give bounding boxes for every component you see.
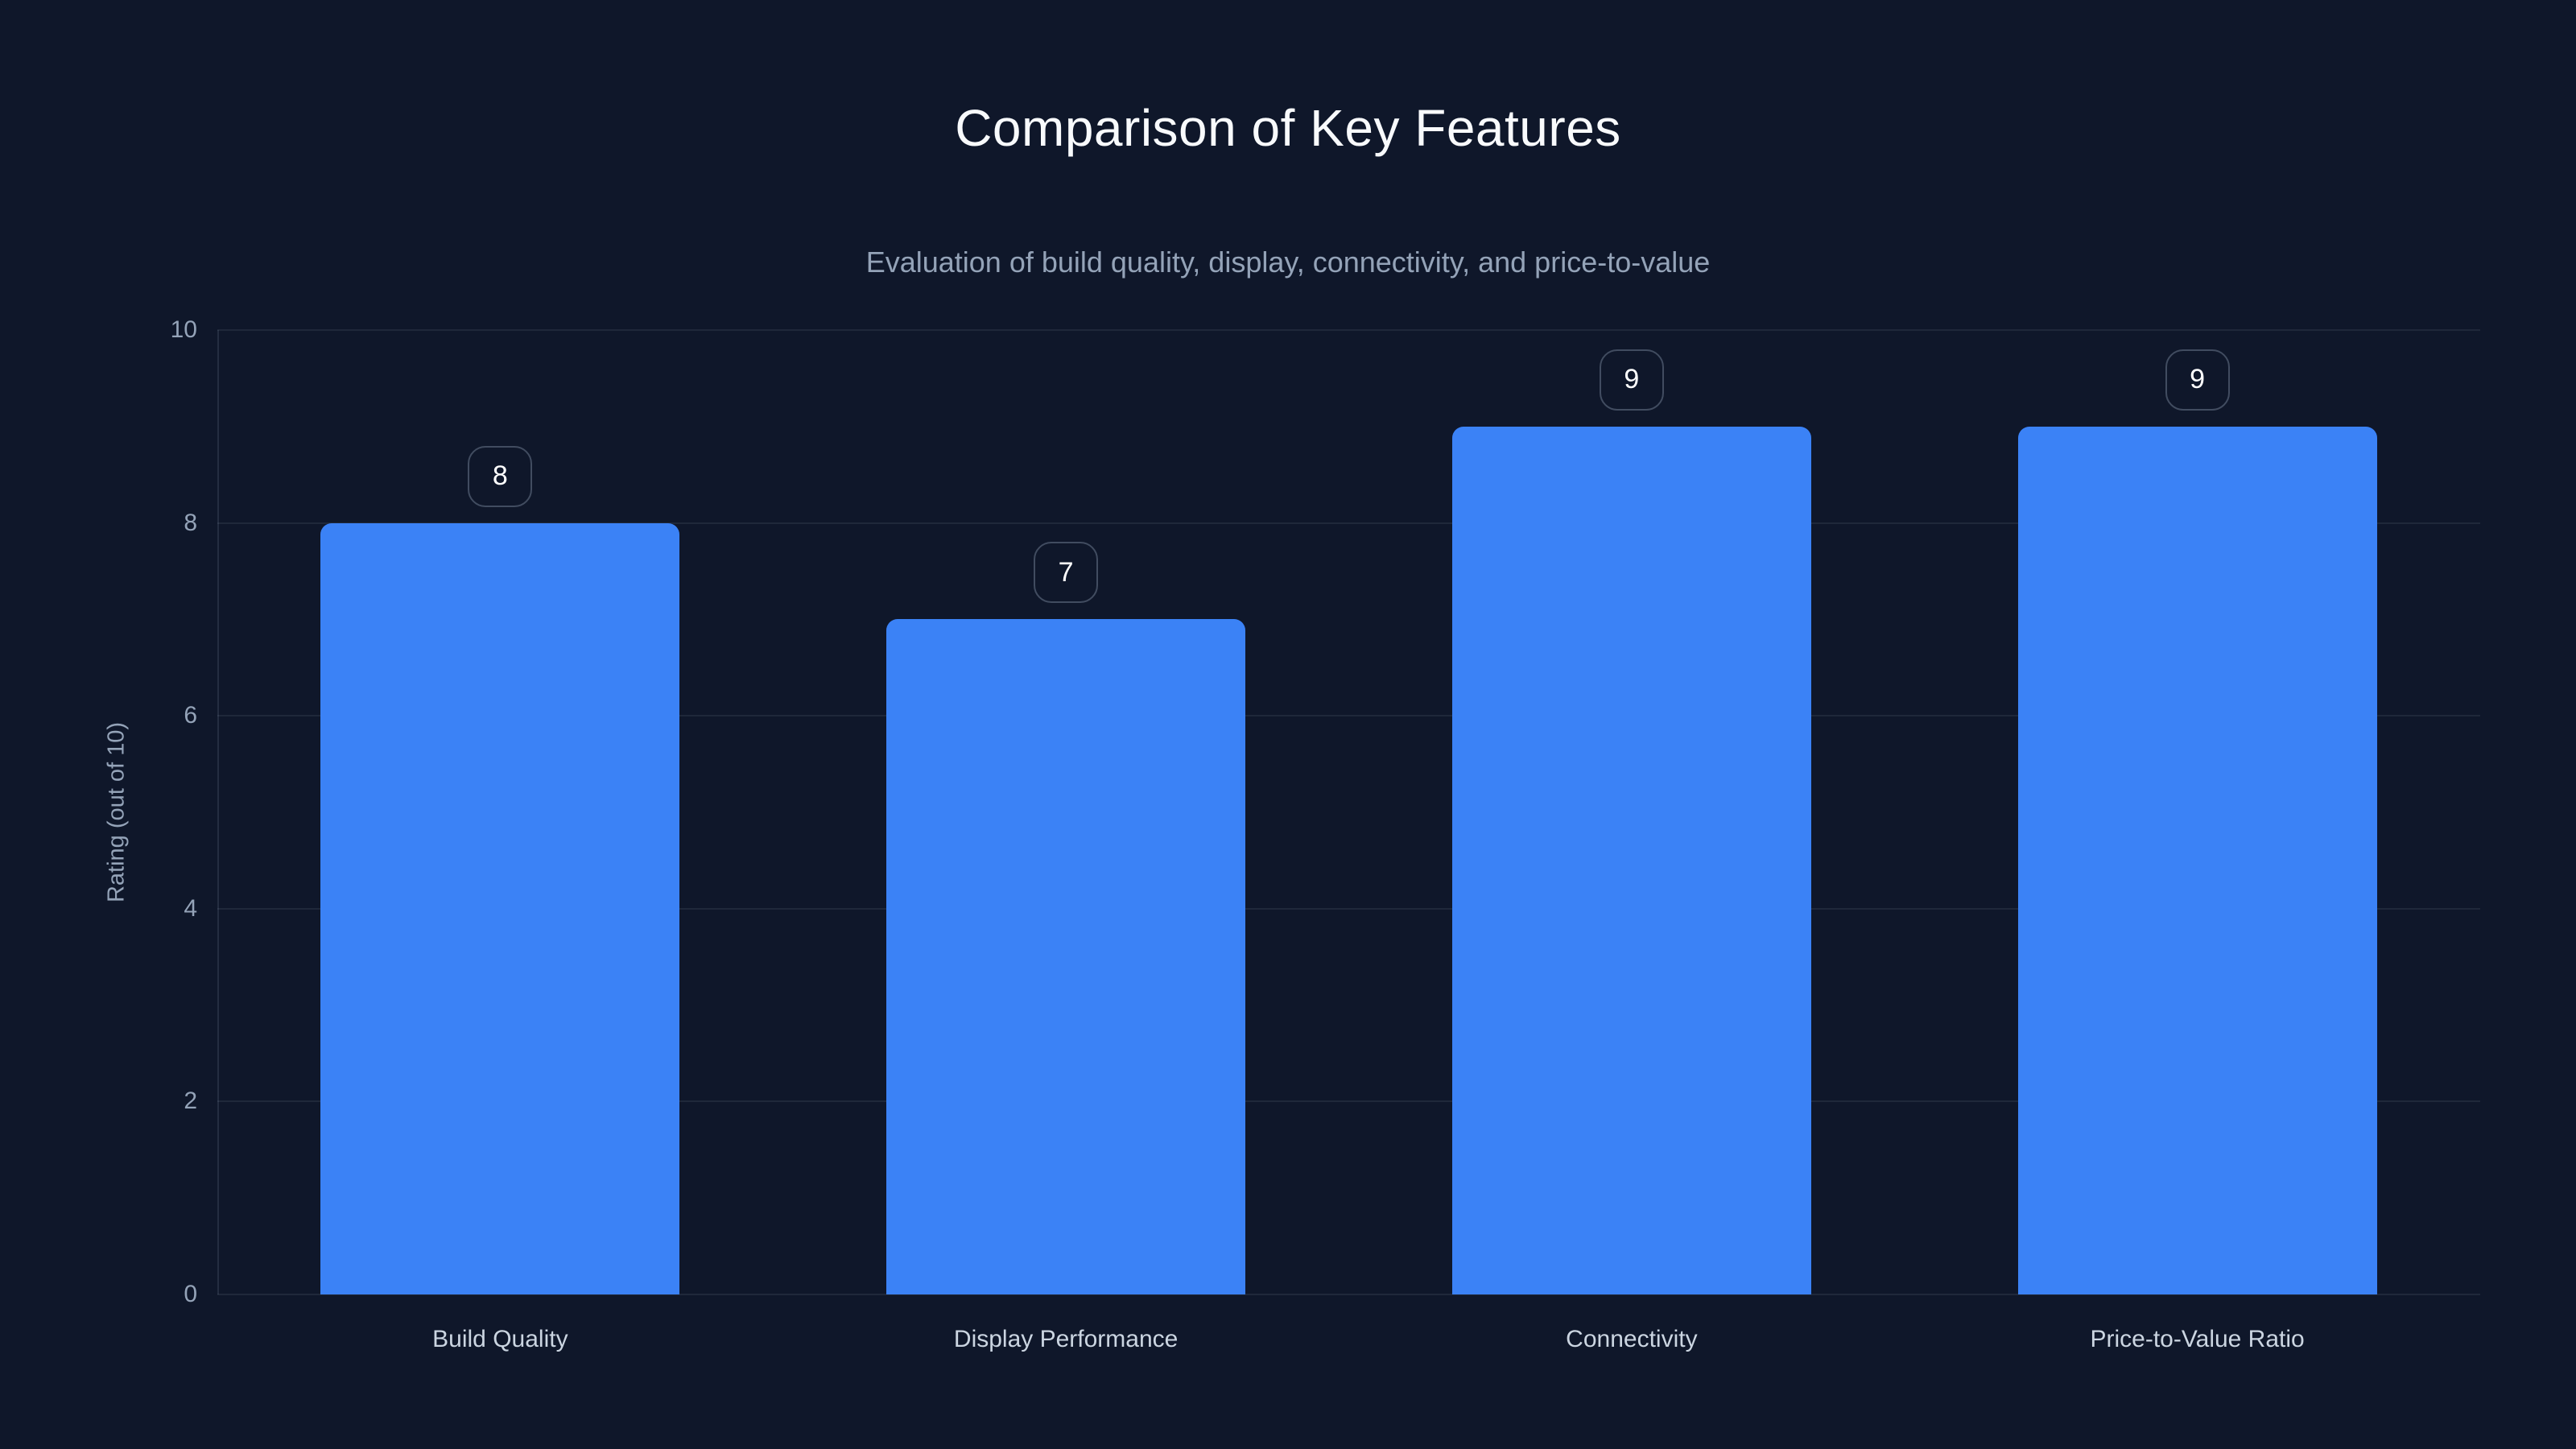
y-tick-label-8: 8	[184, 509, 197, 536]
bar-0[interactable]	[320, 522, 680, 1294]
y-axis-line	[217, 330, 219, 1294]
gridline-y-4	[217, 907, 2480, 910]
bar-1[interactable]	[886, 619, 1246, 1294]
plot-area	[217, 329, 2480, 1295]
x-category-label-1: Display Performance	[953, 1326, 1179, 1352]
value-badge-1: 7	[1034, 542, 1099, 604]
y-tick-label-4: 4	[184, 894, 197, 922]
x-category-label-2: Connectivity	[1566, 1326, 1698, 1352]
gridline-y-10	[217, 329, 2480, 331]
gridline-y-6	[217, 715, 2480, 717]
y-tick-label-0: 0	[184, 1281, 197, 1307]
gridline-y-0	[217, 1294, 2480, 1295]
y-tick-label-2: 2	[184, 1088, 197, 1115]
y-tick-label-10: 10	[170, 316, 197, 343]
x-category-label-0: Build Quality	[432, 1326, 568, 1352]
x-category-label-3: Price-to-Value Ratio	[2090, 1326, 2305, 1352]
bar-3[interactable]	[2017, 426, 2377, 1294]
chart-title: Comparison of Key Features	[955, 99, 1621, 157]
y-axis-title: Rating (out of 10)	[103, 721, 130, 903]
value-badge-2: 9	[1599, 349, 1664, 411]
chart-subtitle: Evaluation of build quality, display, co…	[865, 246, 1711, 279]
y-tick-label-6: 6	[184, 702, 197, 729]
gridline-y-8	[217, 522, 2480, 524]
bar-2[interactable]	[1451, 426, 1811, 1294]
value-badge-3: 9	[2165, 349, 2230, 411]
gridline-y-2	[217, 1100, 2480, 1103]
value-badge-0: 8	[468, 445, 533, 507]
